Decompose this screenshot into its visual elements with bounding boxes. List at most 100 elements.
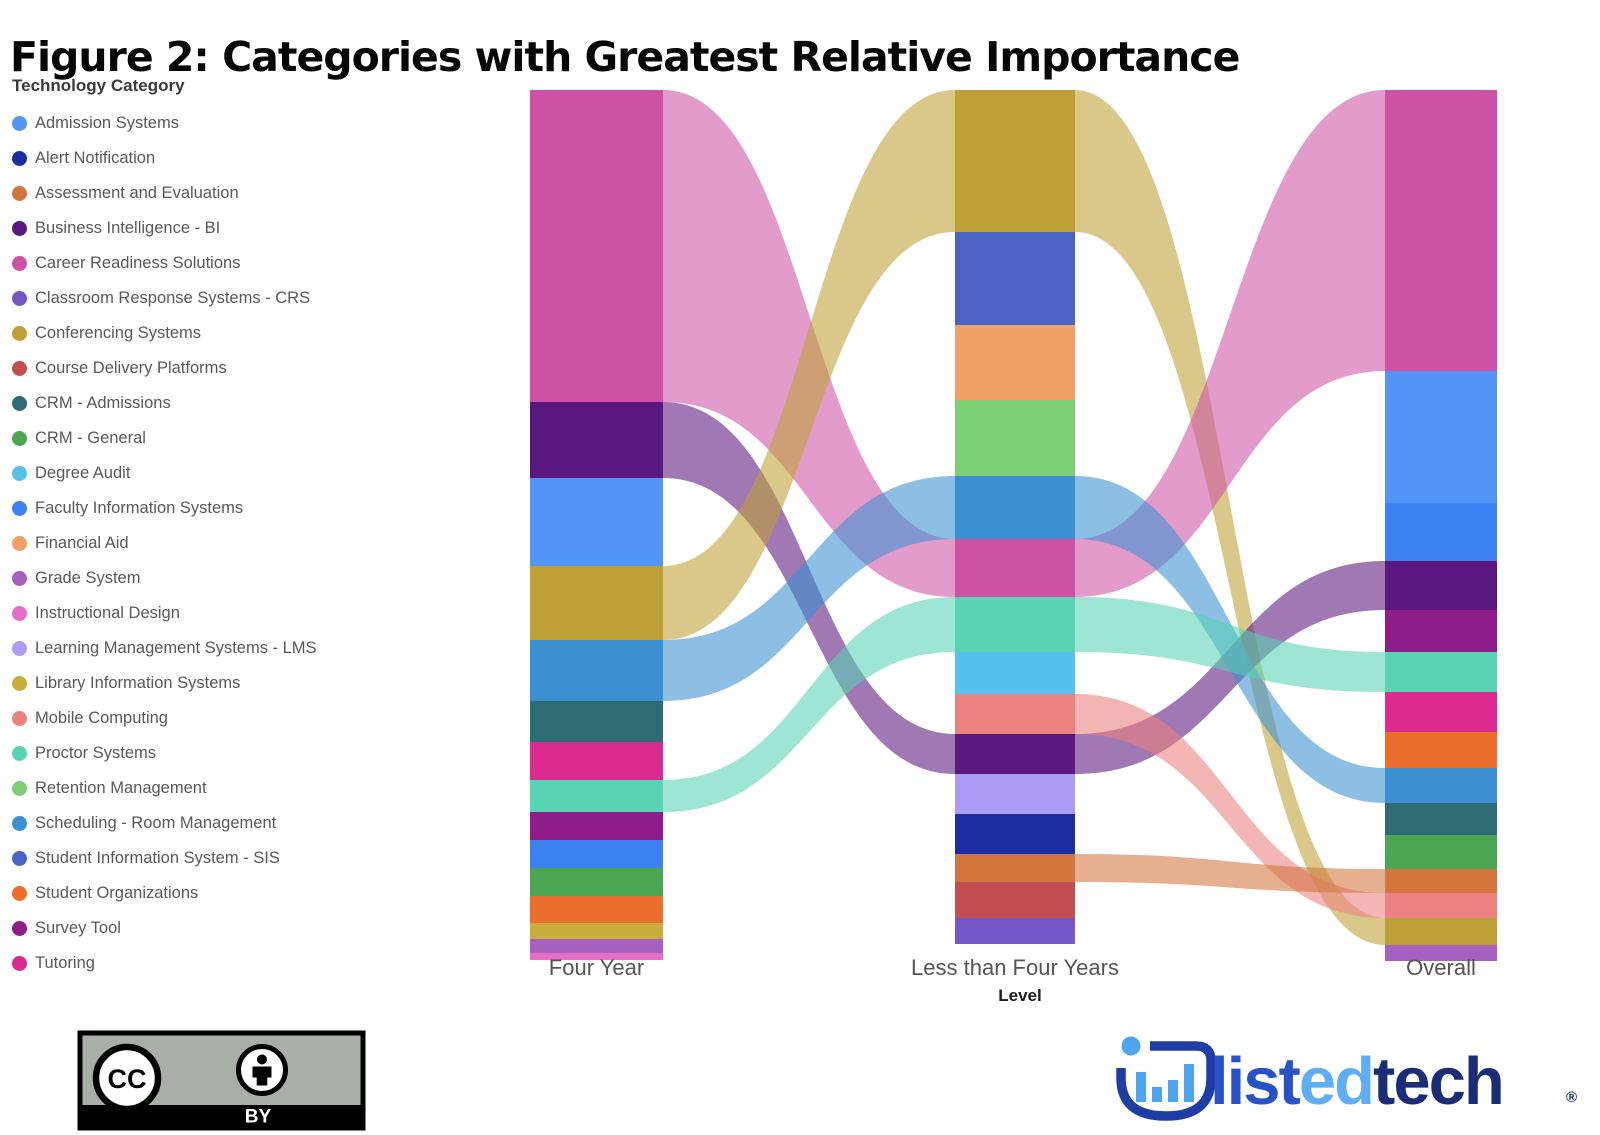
sankey-node-less_than_four_years-assessment	[955, 854, 1075, 882]
sankey-node-four_year-scheduling	[530, 640, 663, 701]
legend-item-label: Survey Tool	[35, 919, 121, 937]
legend-dot-icon	[12, 606, 27, 621]
sankey-node-overall-tutoring	[1385, 692, 1497, 732]
legend-item-label: Library Information Systems	[35, 674, 241, 692]
legend-dot-icon	[12, 781, 27, 796]
sankey-node-less_than_four_years-proctor	[955, 597, 1075, 652]
sankey-node-four_year-library	[530, 923, 663, 939]
legend-dot-icon	[12, 116, 27, 131]
cc-icon	[92, 1043, 162, 1113]
legend-item-label: Learning Management Systems - LMS	[35, 639, 317, 657]
sankey-node-four_year-admission	[530, 478, 663, 566]
sankey-flow-scheduling	[663, 476, 955, 701]
legend-dot-icon	[12, 431, 27, 446]
sankey-node-overall-student_orgs	[1385, 732, 1497, 768]
logo-shield-outline	[1116, 1041, 1216, 1121]
sankey-node-overall-bi	[1385, 561, 1497, 610]
legend-dot-icon	[12, 851, 27, 866]
legend-item-label: CRM - Admissions	[35, 394, 171, 412]
legend-item-label: Instructional Design	[35, 604, 180, 622]
listedtech-logo: listedtech ®	[1116, 1036, 1579, 1121]
logo-word-ed: ed	[1299, 1044, 1373, 1119]
legend-item-survey: Survey Tool	[12, 911, 402, 946]
sankey-node-less_than_four_years-bi	[955, 734, 1075, 774]
logo-registered-mark: ®	[1566, 1089, 1577, 1106]
legend-item-label: Degree Audit	[35, 464, 131, 482]
logo-dot	[1121, 1036, 1141, 1056]
legend-dot-icon	[12, 396, 27, 411]
legend-item-label: Career Readiness Solutions	[35, 254, 241, 272]
sankey-node-less_than_four_years-career	[955, 539, 1075, 597]
sankey-node-overall-scheduling	[1385, 768, 1497, 803]
sankey-node-four_year-bi	[530, 402, 663, 478]
sankey-flows	[663, 90, 1385, 945]
legend-item-scheduling: Scheduling - Room Management	[12, 806, 402, 841]
cc-by-badge: CC BY	[77, 1030, 366, 1131]
legend-dot-icon	[12, 221, 27, 236]
legend-dot-icon	[12, 466, 27, 481]
sankey-flow-conferencing	[1075, 90, 1385, 945]
legend-item-label: Scheduling - Room Management	[35, 814, 277, 832]
cc-badge-black-bar	[82, 1105, 361, 1126]
legend-item-faculty: Faculty Information Systems	[12, 491, 402, 526]
sankey-node-overall-faculty	[1385, 503, 1497, 561]
sankey-node-less_than_four_years-financial_aid	[955, 325, 1075, 400]
sankey-node-less_than_four_years-course_delivery	[955, 882, 1075, 918]
sankey-node-less_than_four_years-conferencing	[955, 90, 1075, 232]
legend-item-label: Business Intelligence - BI	[35, 219, 221, 237]
sankey-node-four_year-proctor	[530, 780, 663, 812]
legend-item-label: Conferencing Systems	[35, 324, 201, 342]
legend-item-library: Library Information Systems	[12, 666, 402, 701]
person-head	[257, 1054, 267, 1065]
sankey-node-four_year-survey	[530, 812, 663, 840]
sankey-node-overall-assessment	[1385, 869, 1497, 893]
axis-title-level: Level	[998, 986, 1041, 1005]
logo-wordmark: listedtech	[1210, 1044, 1503, 1119]
sankey-node-less_than_four_years-lms	[955, 774, 1075, 814]
legend-dot-icon	[12, 886, 27, 901]
cc-icon-text: CC	[108, 1064, 147, 1094]
legend-item-lms: Learning Management Systems - LMS	[12, 631, 402, 666]
sankey-node-four_year-crm_admissions	[530, 701, 663, 742]
legend-dot-icon	[12, 571, 27, 586]
legend-item-mobile: Mobile Computing	[12, 701, 402, 736]
sankey-node-overall-survey	[1385, 610, 1497, 652]
legend: Technology Category Admission Systems Ale…	[12, 76, 402, 981]
sankey-flow-career	[1075, 90, 1385, 597]
legend-dot-icon	[12, 361, 27, 376]
legend-dot-icon	[12, 641, 27, 656]
sankey-node-overall-mobile	[1385, 893, 1497, 918]
legend-item-label: Course Delivery Platforms	[35, 359, 227, 377]
legend-dot-icon	[12, 956, 27, 971]
legend-item-label: Grade System	[35, 569, 141, 587]
sankey-node-less_than_four_years-retention	[955, 400, 1075, 476]
legend-item-label: Financial Aid	[35, 534, 129, 552]
legend-list: Admission Systems Alert Notification Asses…	[12, 106, 402, 981]
legend-item-financial_aid: Financial Aid	[12, 526, 402, 561]
sankey-flow-assessment	[1075, 854, 1385, 893]
sankey-node-four_year-tutoring	[530, 742, 663, 780]
legend-dot-icon	[12, 921, 27, 936]
sankey-node-overall-career	[1385, 90, 1497, 371]
legend-item-tutoring: Tutoring	[12, 946, 402, 981]
sankey-node-four_year-faculty	[530, 840, 663, 868]
logo-word-tech: tech	[1373, 1044, 1503, 1119]
logo-word-list: list	[1210, 1044, 1300, 1119]
sankey-node-four_year-grade	[530, 939, 663, 953]
axis-label-less_than_four_years: Less than Four Years	[911, 955, 1119, 980]
sankey-node-overall-conferencing	[1385, 918, 1497, 945]
sankey-node-less_than_four_years-degree_audit	[955, 652, 1075, 694]
legend-item-crs: Classroom Response Systems - CRS	[12, 281, 402, 316]
legend-item-sis: Student Information System - SIS	[12, 841, 402, 876]
legend-item-grade: Grade System	[12, 561, 402, 596]
sankey-flow-proctor	[663, 597, 955, 812]
legend-dot-icon	[12, 501, 27, 516]
sankey-nodes	[530, 90, 1497, 961]
legend-item-label: Student Organizations	[35, 884, 199, 902]
legend-dot-icon	[12, 256, 27, 271]
legend-item-conferencing: Conferencing Systems	[12, 316, 402, 351]
sankey-node-less_than_four_years-mobile	[955, 694, 1075, 734]
legend-item-retention: Retention Management	[12, 771, 402, 806]
